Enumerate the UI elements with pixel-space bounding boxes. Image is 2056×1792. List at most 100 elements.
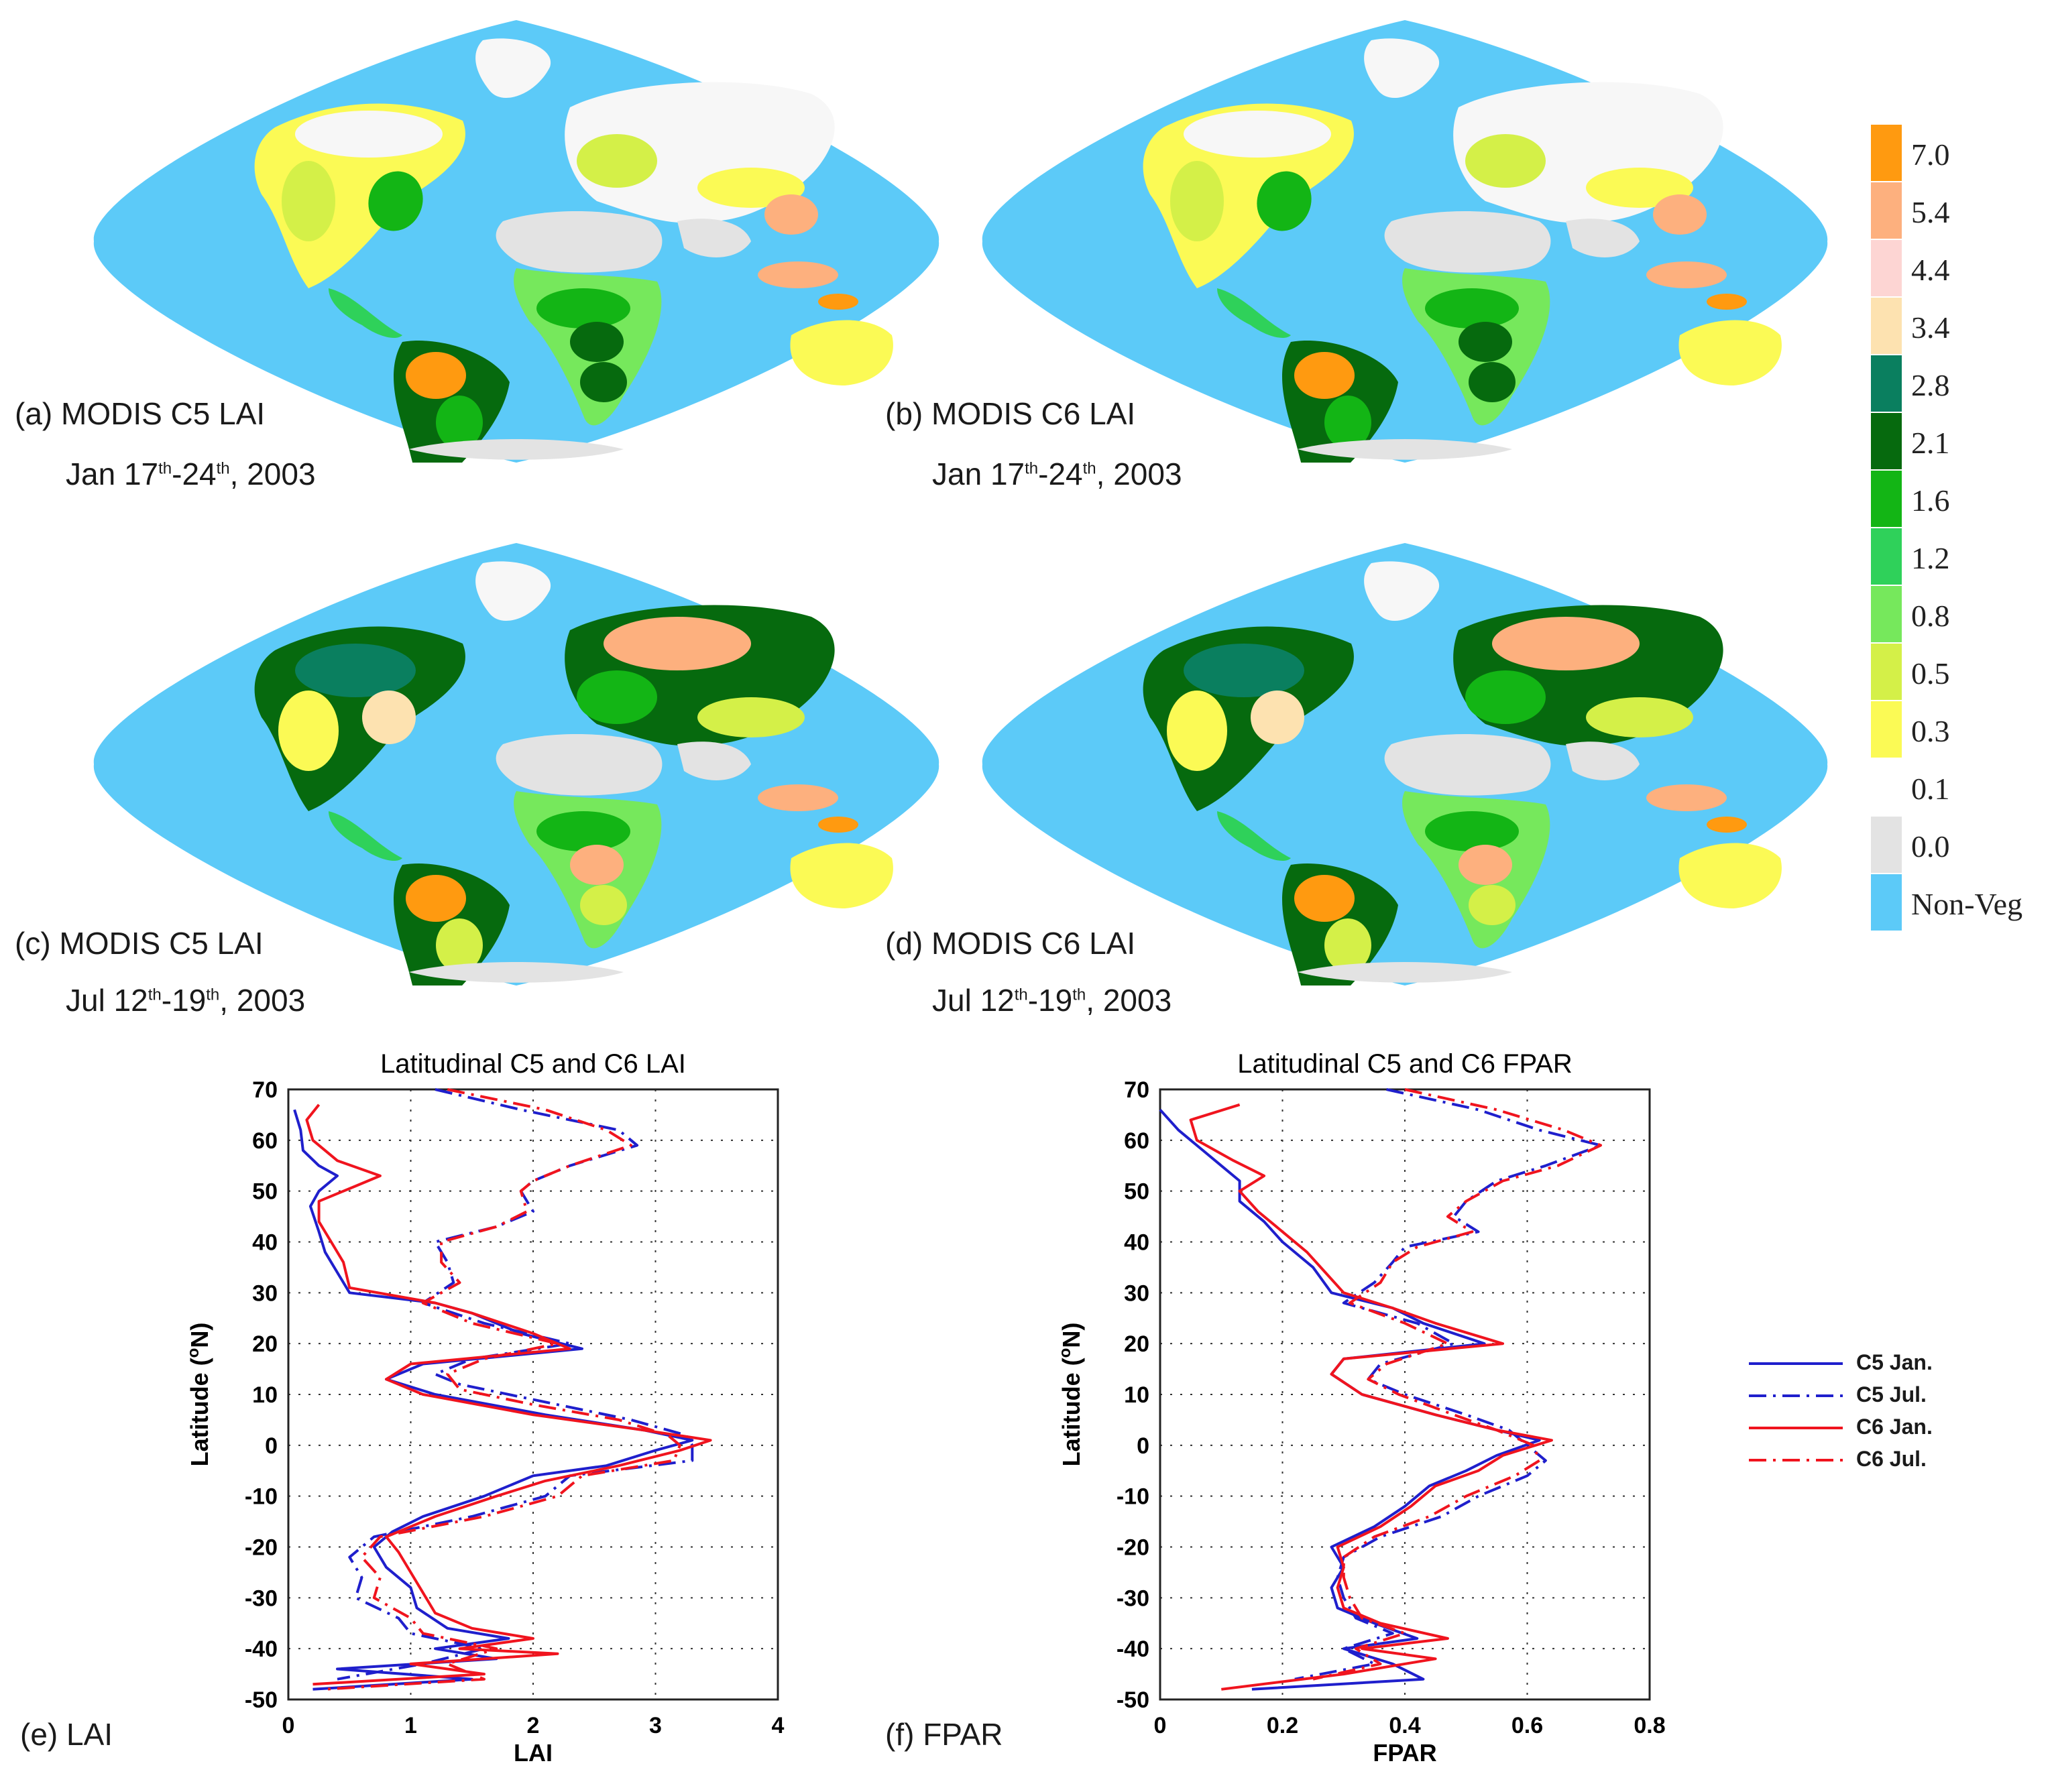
lai-series-c5-jan [293,1109,694,1691]
na-boreal [295,644,416,697]
legend-swatch [1871,701,1902,758]
legend-item: 2.1 [1871,413,2056,469]
arabia-central-asia [1566,741,1640,780]
lai-series-c6-jan [305,1103,712,1686]
asia-summer [1586,697,1693,737]
fpar-ytick-label: 20 [1124,1331,1149,1357]
lai-series-c6-jul [325,1088,681,1691]
na-east-crop [1251,691,1304,744]
map-date-a: Jan 17th-24th, 2003 [66,457,316,491]
sahara [496,734,663,796]
central-america [1217,811,1291,861]
legend-item: 1.2 [1871,528,2056,585]
na-east [1257,171,1312,231]
legend-label: 0.1 [1911,772,1950,806]
sahara [1384,734,1551,796]
congo [570,845,624,885]
series-legend-label: C6 Jan. [1856,1415,1933,1439]
fpar-xtick-label: 0.4 [1389,1713,1420,1738]
na-west [1170,161,1224,241]
sa-south [436,396,483,449]
lai-ytick-label: 30 [252,1280,278,1306]
legend-item: 3.4 [1871,298,2056,354]
africa-sahel [536,811,630,851]
series-legend-item: C6 Jul. [1742,1444,2010,1476]
legend-item: 0.8 [1871,586,2056,642]
legend-label: 1.2 [1911,541,1950,575]
lai-chart-title: Latitudinal C5 and C6 LAI [380,1049,686,1079]
arabia-central-asia [1566,219,1640,257]
legend-label: 4.4 [1911,253,1950,287]
antarctica [409,439,624,460]
fpar-ylabel: Latitude (oN) [1056,1323,1085,1467]
se-asia [1653,194,1707,235]
australia [1678,320,1782,385]
africa-south [1469,885,1516,925]
lai-xlabel: LAI [514,1739,553,1767]
legend-item: 4.4 [1871,240,2056,296]
series-legend-line [1749,1459,1843,1461]
arabia-central-asia [677,219,751,257]
na-west-dry [1167,691,1227,771]
new-guinea [818,294,858,310]
africa-sahel [1425,288,1519,328]
europe-summer [1465,670,1546,724]
arabia-central-asia [677,741,751,780]
map-date-b: Jan 17th-24th, 2003 [932,457,1182,491]
na-east [368,171,423,231]
map-date-d: Jul 12th-19th, 2003 [932,983,1172,1018]
map-caption-c: (c) MODIS C5 LAI [15,926,264,961]
siberia-summer [604,617,751,670]
lai-plot-frame [287,1088,779,1701]
fpar-ytick-label: -20 [1117,1535,1149,1561]
legend-label: 7.0 [1911,137,1950,172]
legend-swatch [1871,586,1902,642]
fpar-chart-title: Latitudinal C5 and C6 FPAR [1237,1049,1573,1079]
fpar-xtick-label: 0 [1154,1713,1167,1738]
indonesia [758,261,838,288]
legend-swatch [1871,182,1902,239]
fpar-xtick-label: 0.2 [1267,1713,1298,1738]
lai-xtick-label: 1 [404,1713,417,1738]
lai-ytick-label: -20 [245,1535,278,1561]
fpar-ytick-label: 50 [1124,1179,1149,1205]
legend-item: 0.3 [1871,701,2056,758]
amazon [406,875,466,922]
europe-summer [577,670,657,724]
lai-ytick-label: 20 [252,1331,278,1357]
series-legend-item: C5 Jan. [1742,1348,2010,1380]
na-boreal [1184,644,1304,697]
legend-item: 0.0 [1871,817,2056,873]
legend-swatch [1871,471,1902,527]
fpar-xtick-label: 0.8 [1634,1713,1665,1738]
fpar-xlabel: FPAR [1373,1739,1436,1767]
africa-sahel [1425,811,1519,851]
sa-south [1324,918,1371,972]
legend-item: 0.1 [1871,759,2056,815]
fpar-latitude-chart: Latitudinal C5 and C6 FPAR 0 0.2 0.4 0.6 0.8 7… [1056,1049,1666,1767]
australia [790,843,893,908]
series-legend-line [1749,1394,1843,1397]
legend-item: 5.4 [1871,182,2056,239]
series-legend-label: C5 Jul. [1856,1382,1927,1407]
legend-swatch [1871,298,1902,354]
legend-label: 2.1 [1911,426,1950,460]
antarctica [1298,962,1512,983]
australia [1678,843,1782,908]
series-legend-line [1749,1427,1843,1429]
lai-ytick-label: 0 [265,1433,278,1459]
legend-item: Non-Veg [1871,874,2056,931]
fpar-ytick-label: -50 [1117,1687,1149,1713]
legend-item: 1.6 [1871,471,2056,527]
central-america [329,811,402,861]
legend-swatch [1871,125,1902,181]
greenland [475,38,551,99]
fpar-series-c5-jan [1159,1108,1541,1691]
world-map-b [982,20,1828,463]
legend-label: 0.5 [1911,656,1950,691]
world-map-a [93,20,939,463]
lai-ytick-label: -50 [245,1687,278,1713]
indonesia [758,784,838,811]
sa-south [1324,396,1371,449]
series-legend-label: C6 Jul. [1856,1447,1927,1471]
